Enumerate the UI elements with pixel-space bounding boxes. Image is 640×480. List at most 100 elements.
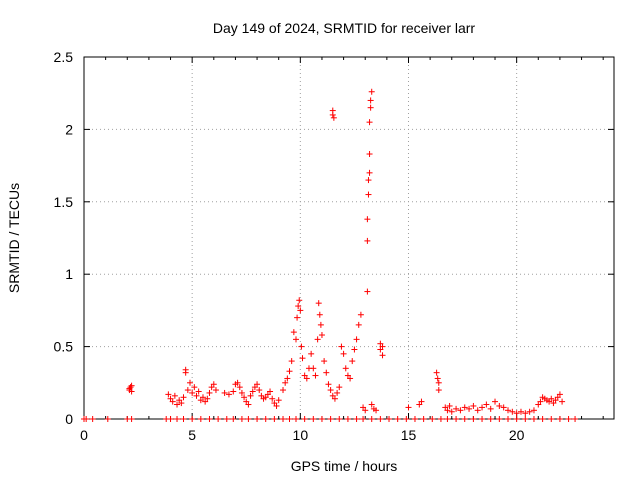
y-tick-label: 0.5: [54, 339, 74, 355]
data-point: [366, 151, 373, 158]
data-point: [256, 387, 263, 394]
data-point: [298, 343, 305, 350]
data-point: [210, 381, 217, 388]
data-point: [435, 379, 442, 386]
y-tick-label: 2: [65, 121, 73, 137]
data-point: [403, 416, 410, 422]
data-points: [81, 88, 579, 422]
data-point: [327, 387, 334, 394]
data-point: [128, 382, 135, 389]
data-point: [273, 402, 280, 409]
data-point: [367, 104, 374, 111]
data-point: [330, 114, 337, 121]
data-point: [548, 416, 555, 422]
x-tick-label: 15: [401, 427, 417, 443]
data-point: [288, 358, 295, 365]
data-point: [336, 384, 343, 391]
data-point: [539, 416, 546, 422]
data-point: [206, 416, 213, 422]
data-point: [267, 388, 274, 395]
data-point: [286, 368, 293, 375]
data-point: [236, 384, 243, 391]
data-point: [299, 355, 306, 362]
data-point: [317, 321, 324, 328]
data-point: [318, 332, 325, 339]
data-point: [189, 389, 196, 396]
data-point: [466, 405, 473, 412]
data-point: [572, 416, 579, 422]
y-axis-label: SRMTID / TECUs: [6, 183, 22, 293]
data-point: [293, 336, 299, 343]
data-point: [530, 407, 537, 414]
data-point: [434, 375, 441, 382]
data-point: [368, 401, 375, 408]
data-point: [225, 391, 232, 398]
x-axis-label: GPS time / hours: [291, 458, 398, 474]
data-point: [230, 416, 237, 422]
data-point: [294, 314, 301, 321]
data-point: [340, 350, 347, 357]
data-point: [296, 297, 303, 304]
x-tick-label: 10: [293, 427, 309, 443]
data-point: [526, 408, 533, 415]
data-point: [362, 407, 369, 414]
data-point: [269, 395, 276, 402]
data-point: [483, 401, 490, 408]
data-point: [353, 336, 360, 343]
data-point: [247, 392, 254, 399]
data-point: [204, 395, 211, 402]
data-point: [223, 416, 230, 422]
data-point: [221, 389, 228, 396]
data-point: [429, 416, 436, 422]
data-point: [420, 416, 427, 422]
data-point: [336, 416, 343, 422]
data-point: [365, 191, 372, 198]
data-point: [89, 416, 96, 422]
chart-title: Day 149 of 2024, SRMTID for receiver lar…: [213, 20, 476, 36]
data-point: [184, 387, 191, 394]
data-point: [461, 404, 468, 411]
x-tick-label: 20: [509, 427, 525, 443]
data-point: [433, 369, 440, 376]
data-point: [405, 404, 412, 411]
data-point: [174, 416, 181, 422]
data-point: [470, 416, 477, 422]
data-point: [234, 379, 241, 386]
data-point: [286, 416, 293, 422]
data-point: [470, 402, 477, 409]
data-point: [418, 398, 425, 405]
data-point: [323, 369, 330, 376]
data-point: [505, 416, 511, 422]
data-point: [167, 416, 174, 422]
data-point: [314, 336, 321, 343]
data-point: [487, 405, 494, 412]
data-point: [238, 416, 245, 422]
data-point: [189, 416, 196, 422]
data-point: [318, 416, 325, 422]
data-point: [496, 402, 503, 409]
data-point: [379, 343, 386, 350]
data-point: [360, 416, 367, 422]
data-point: [303, 375, 310, 382]
data-point: [522, 416, 529, 422]
data-point: [355, 321, 362, 328]
data-point: [293, 416, 299, 422]
data-point: [366, 119, 373, 126]
data-point: [509, 408, 516, 415]
data-point: [559, 398, 566, 405]
data-point: [537, 398, 544, 405]
data-point: [487, 416, 494, 422]
data-point: [83, 416, 90, 422]
data-point: [312, 372, 319, 379]
data-point: [505, 407, 511, 414]
data-point: [334, 389, 341, 396]
data-point: [453, 416, 460, 422]
data-point: [500, 404, 507, 411]
data-point: [280, 387, 287, 394]
data-point: [351, 346, 358, 353]
data-point: [496, 416, 503, 422]
data-point: [338, 343, 345, 350]
data-point: [522, 410, 529, 417]
data-point: [329, 111, 336, 118]
